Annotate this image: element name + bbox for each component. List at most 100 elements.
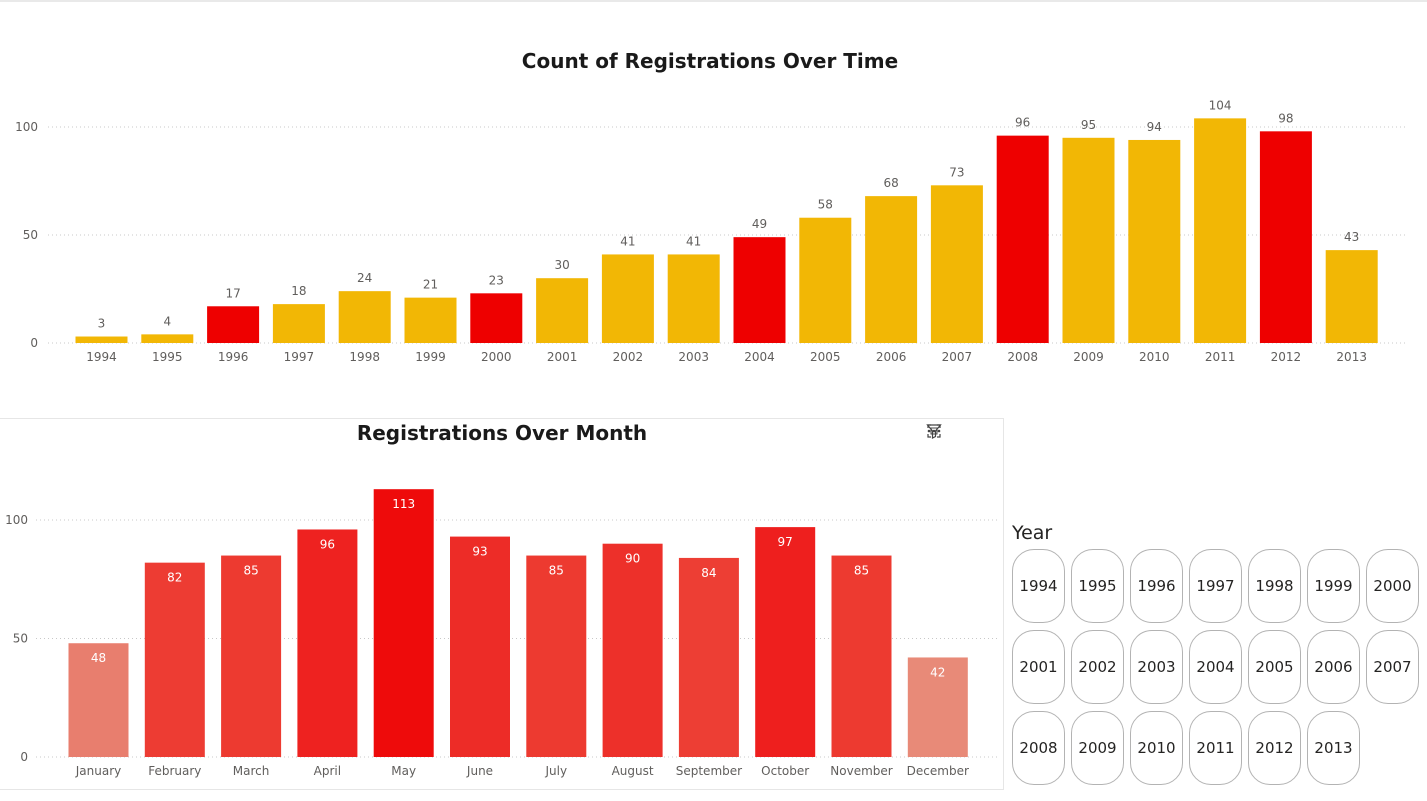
slicer-item-1998[interactable]: 1998 [1248,549,1301,623]
year-data-label: 95 [1081,118,1096,132]
year-x-tick-label: 2008 [1007,350,1038,364]
month-y-tick-label: 50 [13,632,28,646]
year-bar-2003 [667,254,720,343]
year-data-label: 24 [357,271,372,285]
year-x-tick-label: 2006 [876,350,907,364]
year-data-label: 21 [423,278,438,292]
month-x-tick-label: February [148,764,201,778]
slicer-item-2009[interactable]: 2009 [1071,711,1124,785]
month-data-label: 93 [472,545,487,559]
more-options-icon[interactable] [927,423,1000,441]
visual-header [926,423,1000,441]
slicer-item-1997[interactable]: 1997 [1189,549,1242,623]
slicer-item-2006[interactable]: 2006 [1307,630,1360,704]
month-bar-january [68,643,129,757]
year-bar-2001 [536,278,589,343]
month-data-label: 97 [778,535,793,549]
month-bar-august [602,543,663,757]
year-data-label: 23 [489,273,504,287]
slicer-item-2000[interactable]: 2000 [1366,549,1419,623]
year-slicer-title: Year [1012,522,1053,544]
month-x-tick-label: July [545,764,568,778]
year-bar-2013 [1325,250,1378,343]
year-x-tick-label: 2011 [1205,350,1236,364]
year-x-tick-label: 2004 [744,350,775,364]
month-data-label: 96 [320,537,335,551]
slicer-item-1999[interactable]: 1999 [1307,549,1360,623]
year-x-tick-label: 1996 [218,350,249,364]
year-bar-1997 [272,304,325,343]
month-x-tick-label: May [391,764,416,778]
year-bar-1994 [75,336,128,343]
year-bar-1999 [404,297,457,343]
month-bar-march [221,555,282,757]
month-x-tick-label: November [830,764,892,778]
year-data-label: 73 [949,165,964,179]
year-y-tick-label: 0 [30,336,38,350]
year-chart-title: Count of Registrations Over Time [521,49,899,73]
year-bar-1998 [338,291,391,343]
slicer-item-2011[interactable]: 2011 [1189,711,1242,785]
year-data-label: 94 [1147,120,1162,134]
year-x-tick-label: 1998 [349,350,380,364]
top-border [0,0,1427,2]
month-x-tick-label: December [907,764,969,778]
year-x-tick-label: 2002 [613,350,644,364]
year-x-tick-label: 2013 [1336,350,1367,364]
year-data-label: 58 [818,198,833,212]
slicer-item-2001[interactable]: 2001 [1012,630,1065,704]
year-data-label: 30 [554,258,569,272]
year-data-label: 41 [620,234,635,248]
month-bar-october [755,527,816,757]
month-x-tick-label: June [466,764,493,778]
slicer-item-2004[interactable]: 2004 [1189,630,1242,704]
year-data-label: 96 [1015,116,1030,130]
month-x-tick-label: September [676,764,742,778]
year-bar-2009 [1062,137,1115,343]
slicer-item-2002[interactable]: 2002 [1071,630,1124,704]
slicer-item-2012[interactable]: 2012 [1248,711,1301,785]
month-data-label: 85 [549,564,564,578]
month-x-tick-label: October [761,764,809,778]
slicer-item-1994[interactable]: 1994 [1012,549,1065,623]
year-data-label: 3 [98,317,106,331]
year-data-label: 43 [1344,230,1359,244]
month-y-tick-label: 0 [20,750,28,764]
slicer-item-2005[interactable]: 2005 [1248,630,1301,704]
year-x-tick-label: 2001 [547,350,578,364]
month-data-label: 82 [167,571,182,585]
year-slicer: 1994 1995 1996 1997 1998 1999 2000 2001 2002 2003… [1012,549,1419,785]
slicer-item-2008[interactable]: 2008 [1012,711,1065,785]
year-x-tick-label: 2005 [810,350,841,364]
year-x-tick-label: 1997 [284,350,315,364]
month-data-label: 85 [243,564,258,578]
year-bar-2005 [799,217,852,343]
year-y-tick-label: 50 [23,228,38,242]
year-bar-1995 [141,334,194,343]
slicer-item-2007[interactable]: 2007 [1366,630,1419,704]
slicer-item-2003[interactable]: 2003 [1130,630,1183,704]
year-x-tick-label: 2012 [1271,350,1302,364]
year-bar-2010 [1128,139,1181,343]
month-data-label: 90 [625,552,640,566]
year-data-label: 98 [1278,111,1293,125]
month-chart-title: Registrations Over Month [356,421,648,445]
slicer-item-2013[interactable]: 2013 [1307,711,1360,785]
slicer-item-1996[interactable]: 1996 [1130,549,1183,623]
focus-mode-icon[interactable] [927,423,972,441]
year-x-tick-label: 1999 [415,350,446,364]
year-x-tick-label: 2003 [678,350,709,364]
slicer-item-1995[interactable]: 1995 [1071,549,1124,623]
year-data-label: 17 [225,286,240,300]
year-bar-2002 [601,254,654,343]
month-x-tick-label: August [612,764,654,778]
month-x-tick-label: April [314,764,341,778]
month-bar-december [907,657,968,757]
year-data-label: 41 [686,234,701,248]
year-bar-2004 [733,237,786,343]
month-data-label: 84 [701,566,716,580]
month-data-label: 85 [854,564,869,578]
slicer-item-2010[interactable]: 2010 [1130,711,1183,785]
year-bar-2008 [996,135,1049,343]
year-bar-1996 [207,306,260,343]
